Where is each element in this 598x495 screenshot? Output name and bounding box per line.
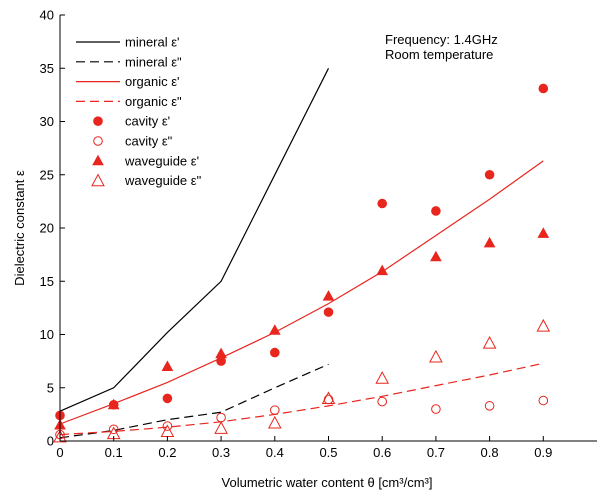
legend-label-3: organic ε" (125, 94, 182, 109)
legend-swatch-6 (92, 154, 104, 166)
x-tick-label-1: 0.1 (105, 445, 123, 460)
y-tick-label-6: 30 (40, 114, 54, 129)
x-tick-label-9: 0.9 (534, 445, 552, 460)
legend-item-5: cavity ε" (93, 134, 173, 149)
x-tick-label-2: 0.2 (158, 445, 176, 460)
y-axis-label: Dielectric constant ε (12, 170, 27, 286)
series-6-point-1 (107, 398, 120, 410)
legend-label-7: waveguide ε" (124, 173, 202, 188)
series-4-point-8 (484, 169, 495, 180)
legend-item-6: waveguide ε' (92, 153, 199, 168)
legend-label-0: mineral ε' (125, 35, 180, 50)
series-4-point-4 (270, 347, 280, 358)
legend-swatch-5 (93, 136, 103, 146)
series-2-line (59, 160, 544, 425)
legend-item-2: organic ε' (76, 74, 180, 89)
series-6-point-9 (537, 227, 550, 238)
annotation-temperature: Room temperature (385, 47, 493, 62)
series-7-point-4 (267, 415, 282, 429)
data-lines (59, 68, 544, 439)
annotation-frequency: Frequency: 1.4GHz (385, 32, 498, 47)
x-tick-label-6: 0.6 (373, 445, 391, 460)
legend-item-7: waveguide ε" (91, 173, 202, 188)
legend-label-1: mineral ε" (125, 54, 182, 69)
series-0-line (59, 68, 330, 412)
axes: 0 0.1 0.2 0.3 0.4 0.5 0.6 0.7 0.8 0.9 0 5 10 15 20 25 30… (40, 8, 597, 460)
x-tick-label-4: 0.4 (266, 445, 284, 460)
series-6-point-8 (483, 236, 496, 248)
data-markers (53, 83, 551, 443)
legend-label-2: organic ε' (125, 74, 180, 89)
series-6-point-6 (376, 264, 389, 276)
series-4-point-6 (377, 198, 388, 209)
x-tick-label-8: 0.8 (481, 445, 499, 460)
series-7-point-0 (53, 429, 67, 443)
legend-item-1: mineral ε" (76, 54, 182, 69)
series-5-point-4 (270, 405, 280, 415)
series-5-point-7 (431, 404, 441, 414)
plot-background (60, 15, 597, 441)
series-7-point-6 (375, 371, 390, 384)
series-5-point-1 (108, 424, 119, 435)
legend-label-5: cavity ε" (125, 134, 173, 149)
series-6-point-7 (430, 250, 442, 262)
x-tick-label-3: 0.3 (212, 445, 230, 460)
series-6-point-3 (215, 347, 227, 359)
series-6-point-4 (268, 324, 281, 335)
legend-swatch-4 (93, 116, 103, 126)
series-7-point-5 (321, 391, 336, 404)
series-5-point-8 (484, 401, 495, 411)
y-tick-label-1: 5 (47, 380, 54, 395)
series-7-point-9 (536, 318, 551, 332)
series-4-point-2 (162, 393, 173, 404)
series-3-line (59, 362, 544, 436)
legend-item-4: cavity ε' (93, 114, 170, 129)
plot-area (60, 15, 597, 441)
y-tick-label-4: 20 (40, 221, 54, 236)
series-4-point-7 (431, 206, 441, 216)
series-5-point-9 (538, 395, 549, 406)
legend: mineral ε' mineral ε" organic ε' organic ε"… (76, 35, 202, 188)
y-tick-label-0: 0 (47, 434, 54, 449)
legend-label-6: waveguide ε' (124, 153, 199, 168)
series-6-point-5 (322, 290, 335, 301)
legend-item-0: mineral ε' (76, 35, 180, 50)
series-7-point-7 (429, 349, 443, 363)
series-4-point-9 (538, 83, 549, 94)
legend-label-4: cavity ε' (125, 114, 170, 129)
x-axis-label: Volumetric water content θ [cm³/cm³] (222, 475, 433, 490)
series-5-point-6 (377, 396, 388, 407)
series-5-point-2 (162, 421, 173, 431)
y-tick-label-7: 35 (40, 61, 54, 76)
y-tick-label-2: 10 (40, 327, 54, 342)
x-tick-label-5: 0.5 (319, 445, 337, 460)
series-6-point-2 (161, 360, 174, 371)
legend-item-3: organic ε" (76, 94, 182, 109)
x-tick-label-7: 0.7 (427, 445, 445, 460)
series-7-point-3 (214, 421, 228, 434)
x-tick-label-0: 0 (56, 445, 63, 460)
series-4-point-5 (323, 307, 334, 317)
y-tick-label-5: 25 (40, 167, 54, 182)
series-7-point-8 (482, 335, 497, 349)
legend-swatch-7 (91, 173, 105, 187)
y-tick-label-8: 40 (40, 8, 54, 23)
y-tick-label-3: 15 (40, 274, 54, 289)
